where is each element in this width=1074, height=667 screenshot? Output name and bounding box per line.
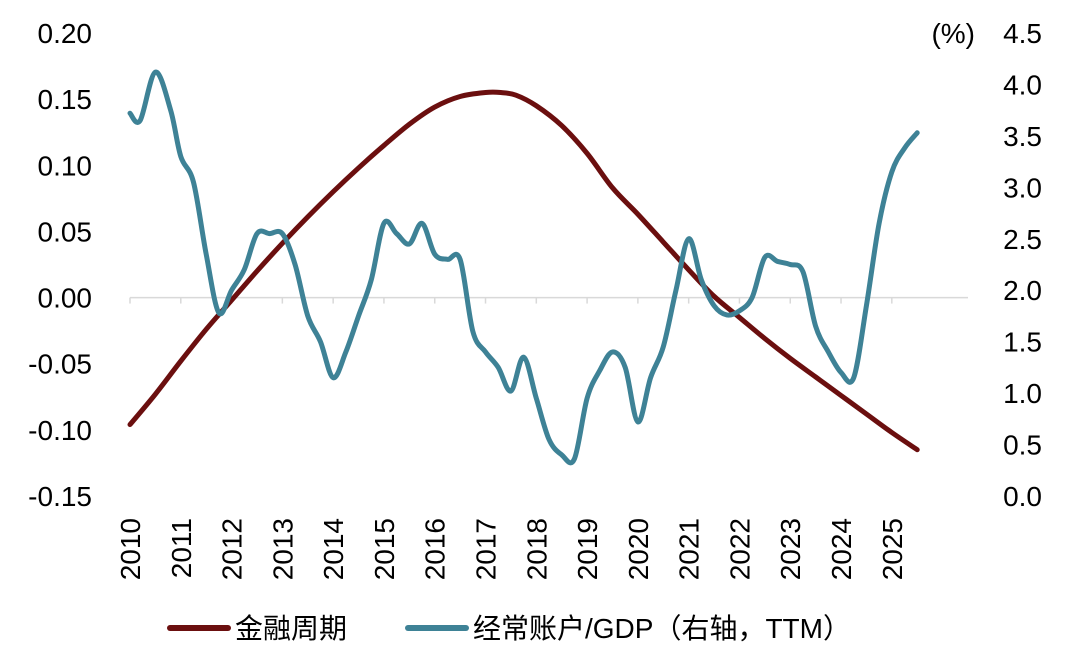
axes-layer: 0.20 0.15 0.10 0.05 0.00 -0.05 -0.10 -0.15 4.5 4.… [28, 18, 1042, 580]
x-tick-label: 2012 [217, 518, 248, 580]
x-tick-label: 2013 [267, 518, 298, 580]
x-tick-label: 2020 [623, 518, 654, 580]
right-tick-label: 4.5 [1003, 18, 1042, 49]
left-tick-label: 0.10 [38, 150, 93, 181]
right-tick-label: 3.5 [1003, 121, 1042, 152]
x-tick-label: 2019 [572, 518, 603, 580]
x-tick-label: 2018 [521, 518, 552, 580]
series-layer [127, 69, 920, 466]
left-tick-label: -0.15 [28, 481, 92, 512]
right-tick-label: 0.0 [1003, 481, 1042, 512]
right-axis-unit-label: (%) [931, 18, 975, 49]
legend-label: 经常账户/GDP（右轴，TTM） [473, 613, 851, 644]
right-tick-label: 2.5 [1003, 224, 1042, 255]
x-tick-label: 2015 [369, 518, 400, 580]
left-tick-label: 0.15 [38, 84, 93, 115]
legend-label: 金融周期 [235, 613, 347, 644]
right-tick-label: 1.0 [1003, 378, 1042, 409]
right-tick-label: 4.0 [1003, 69, 1042, 100]
x-tick-label: 2016 [420, 518, 451, 580]
left-tick-label: 0.00 [38, 283, 93, 314]
x-tick-label: 2021 [674, 518, 705, 580]
x-tick-label: 2011 [166, 518, 197, 578]
legend: 金融周期 经常账户/GDP（右轴，TTM） [167, 613, 851, 644]
series-line-current-account [127, 69, 920, 466]
x-tick-label: 2024 [826, 518, 857, 580]
right-tick-label: 2.0 [1003, 275, 1042, 306]
left-tick-label: 0.05 [38, 216, 93, 247]
x-tick-label: 2014 [318, 518, 349, 580]
right-tick-label: 1.5 [1003, 327, 1042, 358]
series-line-financial-cycle [127, 89, 920, 453]
x-tick-label: 2022 [724, 518, 755, 580]
left-tick-label: 0.20 [38, 18, 93, 49]
x-tick-label: 2025 [877, 518, 908, 580]
x-tick-label: 2023 [775, 518, 806, 580]
left-tick-label: -0.05 [28, 349, 92, 380]
right-tick-label: 0.5 [1003, 430, 1042, 461]
left-tick-label: -0.10 [28, 415, 92, 446]
x-tick-label: 2017 [471, 518, 502, 580]
x-tick-label: 2010 [115, 518, 146, 580]
right-tick-label: 3.0 [1003, 172, 1042, 203]
